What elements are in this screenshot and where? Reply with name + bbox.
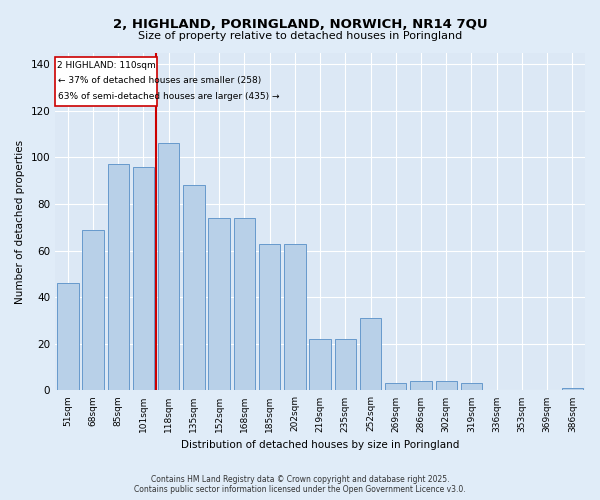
Text: ← 37% of detached houses are smaller (258): ← 37% of detached houses are smaller (25… <box>58 76 261 85</box>
Bar <box>158 144 179 390</box>
Y-axis label: Number of detached properties: Number of detached properties <box>15 140 25 304</box>
Bar <box>107 164 129 390</box>
Bar <box>360 318 381 390</box>
Bar <box>335 339 356 390</box>
Bar <box>310 339 331 390</box>
Text: 63% of semi-detached houses are larger (435) →: 63% of semi-detached houses are larger (… <box>58 92 279 101</box>
Bar <box>133 166 154 390</box>
Text: Contains HM Land Registry data © Crown copyright and database right 2025.
Contai: Contains HM Land Registry data © Crown c… <box>134 474 466 494</box>
Bar <box>208 218 230 390</box>
Bar <box>183 186 205 390</box>
Text: Size of property relative to detached houses in Poringland: Size of property relative to detached ho… <box>138 31 462 41</box>
Bar <box>82 230 104 390</box>
Bar <box>233 218 255 390</box>
Bar <box>284 244 305 390</box>
Bar <box>436 381 457 390</box>
X-axis label: Distribution of detached houses by size in Poringland: Distribution of detached houses by size … <box>181 440 459 450</box>
Text: 2 HIGHLAND: 110sqm: 2 HIGHLAND: 110sqm <box>57 60 155 70</box>
Bar <box>410 381 432 390</box>
Bar <box>461 384 482 390</box>
Bar <box>385 384 406 390</box>
Text: 2, HIGHLAND, PORINGLAND, NORWICH, NR14 7QU: 2, HIGHLAND, PORINGLAND, NORWICH, NR14 7… <box>113 18 487 30</box>
Bar <box>259 244 280 390</box>
Bar <box>57 283 79 391</box>
Bar <box>562 388 583 390</box>
FancyBboxPatch shape <box>55 57 157 106</box>
